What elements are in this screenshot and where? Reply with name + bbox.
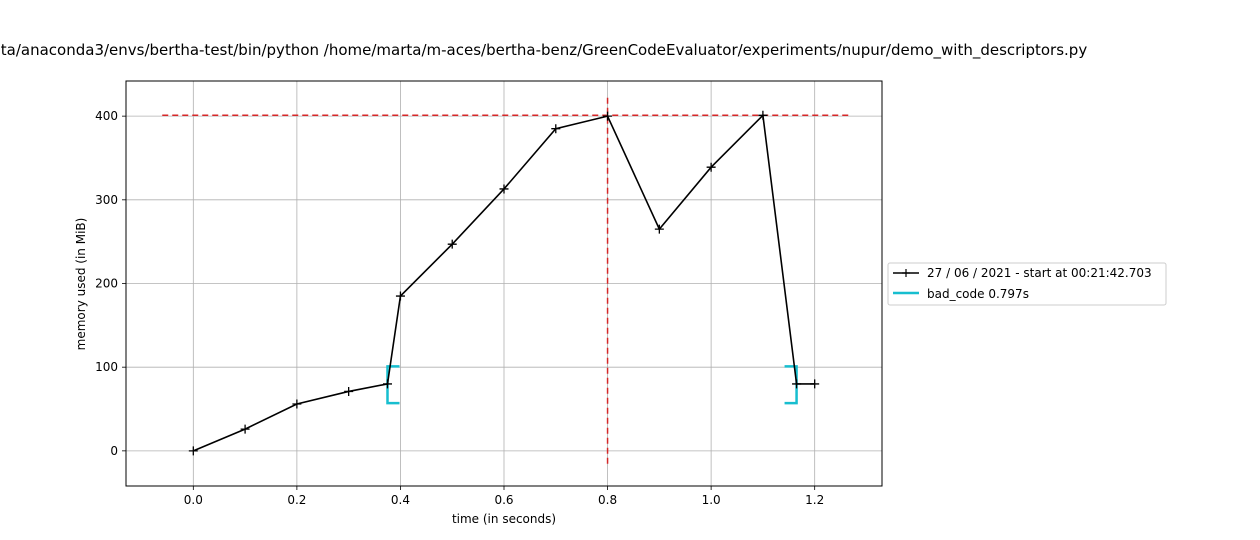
- x-tick-label: 0.4: [391, 493, 410, 507]
- data-point: [344, 386, 354, 396]
- function-bracket-markers: [386, 365, 798, 405]
- legend: 27 / 06 / 2021 - start at 00:21:42.703 b…: [887, 262, 1167, 306]
- data-point: [447, 239, 457, 249]
- data-point: [603, 111, 613, 121]
- max-usage-lines: [162, 97, 849, 468]
- chart-title: ta/anaconda3/envs/bertha-test/bin/python…: [1, 41, 1088, 60]
- data-point: [395, 291, 405, 301]
- y-tick-label: 100: [95, 360, 118, 374]
- x-tick-label: 0.6: [494, 493, 513, 507]
- data-point: [654, 224, 664, 234]
- y-tick-label: 400: [95, 109, 118, 123]
- x-tick-label: 1.2: [805, 493, 824, 507]
- x-tick-label: 1.0: [702, 493, 721, 507]
- legend-series-label: 27 / 06 / 2021 - start at 00:21:42.703: [927, 266, 1152, 280]
- data-point: [792, 379, 802, 389]
- x-tick-label: 0.0: [184, 493, 203, 507]
- legend-box: [887, 262, 1167, 306]
- x-tick-label: 0.2: [287, 493, 306, 507]
- data-point: [240, 424, 250, 434]
- data-point: [758, 110, 768, 120]
- axis-ticks: 0.0 0.2 0.4 0.6 0.8 1.0 1.2 0 100 200 300 400: [95, 109, 824, 507]
- legend-series-marker: [902, 269, 910, 277]
- y-axis-label: memory used (in MiB): [74, 218, 88, 351]
- x-axis-label: time (in seconds): [452, 512, 556, 526]
- y-tick-label: 0: [110, 444, 118, 458]
- data-point: [499, 184, 509, 194]
- data-point: [706, 162, 716, 172]
- grid-lines: [126, 81, 882, 486]
- y-tick-label: 300: [95, 193, 118, 207]
- data-point: [551, 124, 561, 134]
- series-layer: [188, 110, 820, 456]
- x-tick-label: 0.8: [598, 493, 617, 507]
- data-point: [292, 399, 302, 409]
- data-point: [810, 379, 820, 389]
- legend-bracket-label: bad_code 0.797s: [927, 287, 1029, 301]
- data-point: [382, 379, 392, 389]
- y-tick-label: 200: [95, 277, 118, 291]
- data-point: [188, 446, 198, 456]
